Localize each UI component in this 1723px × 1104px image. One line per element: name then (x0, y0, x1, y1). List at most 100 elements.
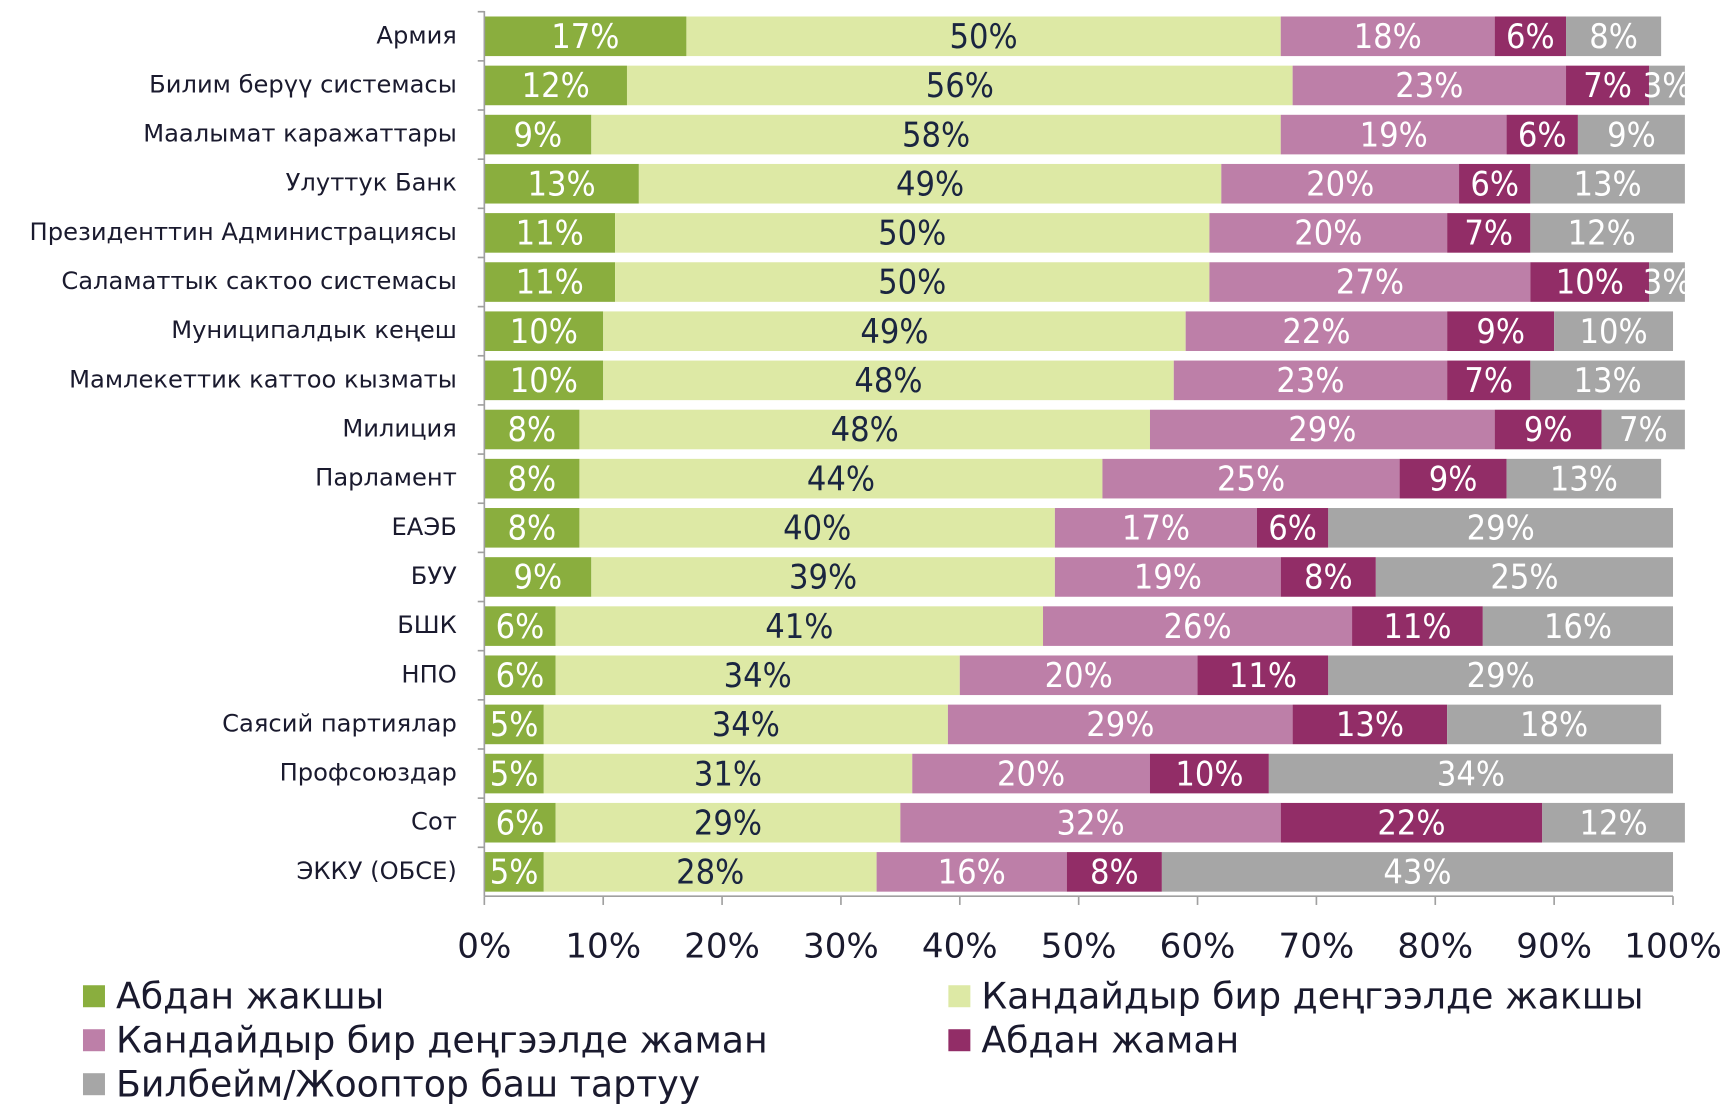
value-label: 29% (1467, 509, 1535, 549)
value-label: 7% (1464, 214, 1513, 254)
bar-segment (1256, 508, 1329, 548)
value-label: 5% (490, 754, 539, 794)
legend-label: Билбейм/Жооптор баш тартуу (116, 1062, 700, 1104)
value-label: 3% (1643, 263, 1692, 303)
bar-segment (1054, 508, 1257, 548)
bar-segment (484, 262, 616, 302)
bar-segment (1066, 852, 1162, 892)
bar-segment (591, 557, 1055, 597)
bar-segment (1149, 753, 1269, 794)
bar-segment (1447, 311, 1555, 351)
x-tick-label: 60% (1160, 926, 1236, 966)
value-label: 8% (1090, 853, 1139, 893)
bar-segment (1506, 458, 1662, 499)
value-label: 34% (1437, 754, 1505, 794)
value-label: 6% (496, 607, 545, 647)
bar-segment (912, 753, 1150, 794)
value-label: 23% (1395, 66, 1463, 106)
value-label: 50% (950, 17, 1018, 57)
value-label: 13% (1574, 164, 1642, 204)
bar-segment (555, 655, 960, 696)
x-tick-label: 50% (1041, 926, 1117, 966)
value-label: 22% (1377, 803, 1445, 843)
category-label: Саясий партиялар (222, 709, 457, 737)
bar-segment (1530, 163, 1685, 204)
value-label: 23% (1276, 361, 1344, 401)
bar-segment (1577, 114, 1685, 155)
value-label: 5% (490, 853, 539, 893)
value-label: 39% (789, 558, 857, 598)
bar-segment (1494, 16, 1567, 57)
bar-segment (1292, 65, 1567, 106)
bar-segment (876, 852, 1067, 892)
value-label: 25% (1217, 459, 1285, 499)
bar-segment (543, 753, 913, 794)
bar-segment (1043, 606, 1353, 646)
category-label: Сот (411, 808, 457, 836)
bar-segment (543, 704, 948, 745)
bar-segment (615, 213, 1210, 253)
value-label: 18% (1520, 705, 1588, 745)
value-label: 8% (508, 459, 557, 499)
value-label: 7% (1464, 361, 1513, 401)
bar-segment (1530, 262, 1650, 302)
bar-segment (484, 163, 639, 204)
value-label: 41% (765, 607, 833, 647)
value-label: 6% (1506, 17, 1555, 57)
value-label: 31% (694, 754, 762, 794)
x-tick-label: 20% (684, 926, 760, 966)
bar-segment (1530, 213, 1674, 253)
bar-segment (484, 311, 604, 351)
legend-swatch (82, 1029, 105, 1052)
value-label: 50% (878, 263, 946, 303)
bar-segment (1554, 311, 1674, 351)
x-tick-label: 0% (457, 926, 511, 966)
value-label: 6% (1470, 164, 1519, 204)
bar-segment (484, 802, 556, 843)
x-tick-label: 100% (1624, 926, 1721, 966)
value-label: 10% (510, 361, 578, 401)
bar-segment (1280, 802, 1543, 843)
category-label: ЕАЭБ (392, 513, 457, 541)
x-tick-label: 10% (565, 926, 641, 966)
value-label: 12% (522, 66, 590, 106)
bar-segment (1566, 65, 1650, 106)
category-label: Профсоюздар (280, 759, 457, 787)
bar-segment (1328, 655, 1674, 696)
value-label: 9% (1607, 115, 1656, 155)
bar-segment (484, 655, 556, 696)
category-label: Парламент (315, 464, 457, 492)
value-label: 48% (831, 410, 899, 450)
bar-segment (626, 65, 1293, 106)
bar-segment (638, 163, 1222, 204)
value-label: 8% (1589, 17, 1638, 57)
x-tick-label: 40% (922, 926, 998, 966)
value-label: 9% (1429, 459, 1478, 499)
bar-segment (1280, 114, 1507, 155)
value-label: 58% (902, 115, 970, 155)
bar-segment (686, 16, 1281, 57)
value-label: 6% (496, 656, 545, 696)
value-label: 22% (1282, 312, 1350, 352)
value-label: 49% (860, 312, 928, 352)
bar-segment (1054, 557, 1281, 597)
value-label: 43% (1383, 853, 1451, 893)
bar-segment (1399, 458, 1507, 499)
bar-segment (1268, 753, 1674, 794)
value-label: 16% (1544, 607, 1612, 647)
value-label: 29% (1467, 656, 1535, 696)
value-label: 8% (508, 410, 557, 450)
value-label: 13% (528, 164, 596, 204)
category-label: НПО (401, 660, 456, 688)
bar-segment (1506, 114, 1578, 155)
value-label: 6% (1518, 115, 1567, 155)
bar-segment (1542, 802, 1685, 843)
bar-segment (1185, 311, 1448, 351)
category-label: ЭККУ (ОБСЕ) (297, 857, 457, 885)
value-label: 17% (551, 17, 619, 57)
bar-segment (555, 606, 1044, 646)
value-label: 29% (1288, 410, 1356, 450)
bar-segment (615, 262, 1210, 302)
category-label: Улуттук Банк (286, 169, 457, 197)
